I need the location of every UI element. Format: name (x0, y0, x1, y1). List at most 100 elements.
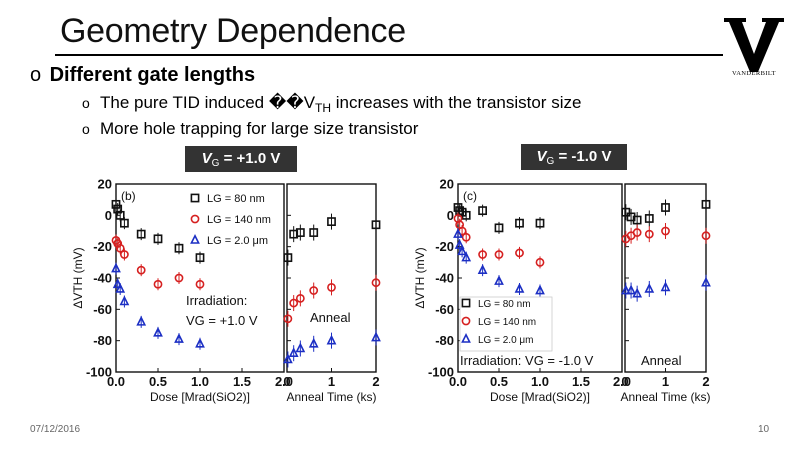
data-point (371, 331, 381, 342)
y-tick-label: -100 (86, 365, 112, 380)
data-point (660, 281, 671, 292)
title-divider (55, 54, 723, 56)
data-point (371, 220, 381, 230)
annotation: Anneal (310, 310, 351, 325)
data-point (644, 214, 654, 223)
vg-label-negative-v: V (536, 148, 547, 165)
data-point (477, 264, 488, 274)
y-tick-label: -20 (435, 239, 454, 254)
data-point (295, 228, 305, 237)
data-point (195, 279, 205, 289)
data-point (119, 218, 129, 228)
data-point (644, 229, 654, 239)
data-point (115, 282, 126, 293)
annotation: VG = +1.0 V (186, 313, 258, 328)
data-point (174, 273, 184, 283)
data-point (327, 217, 336, 226)
vg-label-positive-rest: = +1.0 V (219, 150, 281, 167)
y-tick-label: -40 (435, 271, 454, 286)
x-tick-label: 2 (702, 374, 709, 389)
y-tick-label: 20 (440, 177, 454, 192)
data-point (494, 250, 504, 259)
y-axis-label: ΔVTH (mV) (71, 247, 85, 308)
data-point (535, 218, 545, 228)
data-point (461, 251, 472, 262)
data-point (136, 315, 147, 326)
y-tick-label: -80 (435, 333, 454, 348)
x-tick-label: 1.0 (191, 374, 209, 389)
legend-marker (190, 234, 200, 244)
legend-box (459, 296, 553, 352)
x-tick-label: 2 (372, 374, 379, 389)
bullet-main: o Different gate lengths (30, 64, 255, 87)
data-point (535, 257, 545, 267)
data-point (515, 218, 524, 228)
vg-label-negative: VG = -1.0 V (521, 144, 627, 170)
sub-bullet-2-text: More hole trapping for large size transi… (100, 119, 419, 138)
legend-label: LG = 140 nm (207, 214, 271, 226)
data-point (461, 210, 471, 220)
y-tick-label: -60 (93, 302, 112, 317)
annotation: Irradiation: (186, 293, 247, 308)
data-point (112, 278, 123, 289)
legend-label: LG = 80 nm (207, 193, 265, 205)
data-point (620, 284, 631, 295)
annotation: Anneal (641, 353, 682, 368)
data-point (195, 337, 205, 348)
x-tick-label: 1 (328, 374, 335, 389)
data-point (289, 298, 299, 308)
x-tick-label: 1.0 (531, 374, 549, 389)
vg-label-negative-rest: = -1.0 V (554, 148, 612, 165)
y-tick-label: 0 (105, 208, 112, 223)
sub-bullet-1-glyph: ��V (268, 93, 316, 112)
data-point (153, 234, 163, 244)
bullet-main-text: Different gate lengths (49, 64, 256, 86)
data-point (283, 253, 293, 263)
legend-marker (190, 214, 200, 224)
bullet-marker: o (82, 121, 90, 137)
x-tick-label: 2.0 (613, 374, 631, 389)
data-point (327, 283, 336, 292)
data-point (119, 295, 130, 306)
data-point (371, 278, 381, 288)
x-tick-label: 0.5 (490, 374, 508, 389)
y-tick-label: -100 (428, 365, 454, 380)
data-point (478, 206, 487, 216)
data-point (111, 199, 121, 209)
data-point (457, 245, 467, 256)
data-point (515, 248, 524, 258)
legend-marker (461, 298, 471, 308)
data-point (136, 265, 146, 275)
legend-label: LG = 2.0 μm (478, 335, 534, 346)
data-point (283, 314, 293, 324)
sub-bullet-1-subscript: TH (315, 101, 332, 115)
data-point (621, 207, 631, 217)
vg-label-positive: VG = +1.0 V (185, 146, 297, 172)
panel-label: (b) (121, 189, 136, 203)
data-point (701, 199, 711, 209)
data-point (309, 228, 319, 237)
page-number: 10 (758, 424, 770, 435)
data-point (626, 284, 636, 295)
data-point (153, 326, 163, 337)
legend-marker (461, 316, 471, 326)
data-point (454, 239, 465, 249)
data-point (113, 239, 123, 248)
legend-label: LG = 140 nm (478, 317, 536, 328)
x-axis-label-dose: Dose [Mrad(SiO2)] (150, 390, 250, 404)
sub-bullet-1: o The pure TID induced ��VTH increases wi… (82, 93, 581, 115)
data-point (309, 286, 319, 295)
data-point (632, 287, 643, 298)
data-point (153, 279, 163, 289)
data-point (295, 342, 306, 353)
data-point (453, 228, 463, 238)
bullet-marker: o (30, 64, 42, 86)
sub-bullet-1-pre: The pure TID induced (100, 93, 269, 112)
data-point (120, 250, 129, 259)
data-point (174, 333, 184, 343)
panel-label: (c) (463, 189, 477, 203)
data-point (514, 282, 525, 293)
annotation: Irradiation: VG = -1.0 V (460, 353, 594, 368)
data-point (195, 253, 205, 263)
